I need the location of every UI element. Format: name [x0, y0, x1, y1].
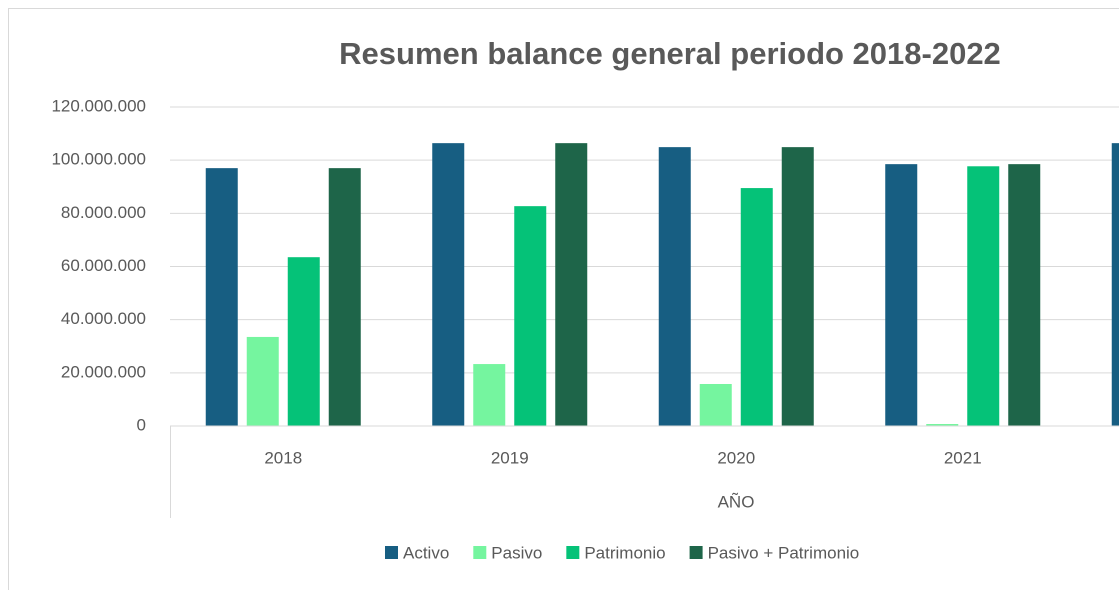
x-tick-label: 2021	[944, 448, 982, 467]
bar	[967, 166, 1000, 427]
y-tick-label: 60.000.000	[61, 256, 146, 275]
legend-swatch	[566, 546, 580, 559]
y-tick-label: 20.000.000	[61, 362, 146, 381]
x-tick-label: 2019	[491, 448, 529, 467]
bar	[287, 257, 320, 426]
x-tick-label: 2018	[264, 448, 302, 467]
bar	[473, 364, 506, 426]
legend-swatch	[385, 546, 398, 559]
bar	[328, 168, 361, 426]
y-tick-label: 120.000.000	[51, 96, 146, 115]
x-axis-title: AÑO	[718, 492, 755, 511]
bar	[1008, 164, 1041, 426]
bar	[699, 383, 732, 426]
bar	[885, 164, 918, 426]
legend-label: Pasivo + Patrimonio	[708, 543, 860, 562]
bar	[781, 147, 814, 426]
bar	[740, 188, 773, 426]
legend-swatch	[689, 546, 703, 559]
bar	[205, 168, 238, 426]
bar	[246, 336, 279, 426]
y-tick-label: 80.000.000	[61, 203, 146, 222]
legend-label: Pasivo	[491, 543, 542, 562]
bar	[926, 424, 959, 426]
chart-title: Resumen balance general periodo 2018-202…	[339, 36, 1001, 71]
legend-swatch	[473, 546, 487, 559]
bar	[658, 147, 691, 426]
legend-label: Patrimonio	[584, 543, 665, 562]
y-tick-label: 0	[137, 415, 146, 434]
y-tick-label: 40.000.000	[61, 309, 146, 328]
y-tick-label: 100.000.000	[51, 150, 146, 169]
x-tick-label: 2020	[717, 448, 755, 467]
bar	[1111, 143, 1119, 427]
bar	[432, 143, 465, 427]
bar	[555, 143, 588, 427]
legend-label: Activo	[403, 543, 449, 562]
bar	[514, 206, 547, 426]
